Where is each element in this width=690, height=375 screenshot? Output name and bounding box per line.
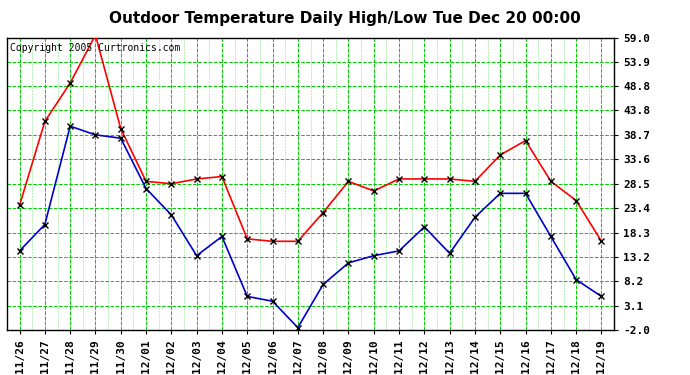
Text: Outdoor Temperature Daily High/Low Tue Dec 20 00:00: Outdoor Temperature Daily High/Low Tue D… xyxy=(109,11,581,26)
Text: Copyright 2005 Curtronics.com: Copyright 2005 Curtronics.com xyxy=(10,44,180,53)
